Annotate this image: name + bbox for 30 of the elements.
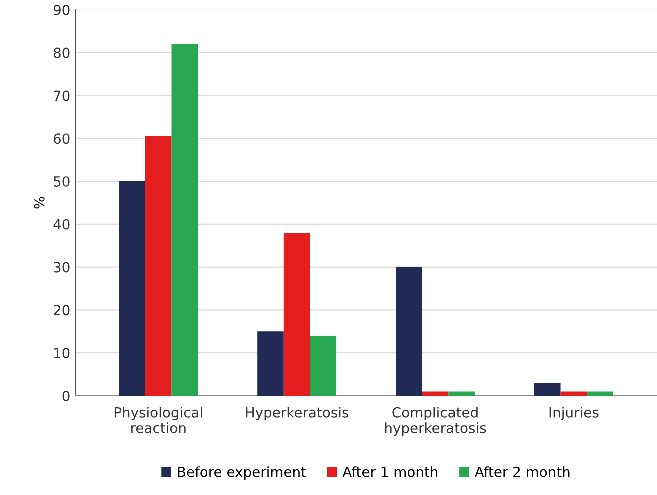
x-tick-label: Physiological reaction xyxy=(114,407,202,434)
y-tick-label: 60 xyxy=(54,134,70,144)
bar xyxy=(587,392,614,396)
legend-label: After 1 month xyxy=(342,466,438,478)
bar xyxy=(172,44,198,396)
x-tick-label: Injuries xyxy=(550,407,599,421)
y-tick-label: 90 xyxy=(54,4,70,16)
y-axis-title: % xyxy=(34,197,45,209)
bar xyxy=(145,136,172,396)
y-tick-label: 30 xyxy=(54,262,70,273)
y-tick-label: 20 xyxy=(54,305,70,316)
y-tick-label: 40 xyxy=(54,219,70,230)
x-tick-label: Complicated hyperkeratosis xyxy=(385,407,486,436)
bar xyxy=(258,332,284,396)
y-tick-label: 10 xyxy=(54,348,70,359)
legend-label: After 2 month xyxy=(474,466,570,478)
y-tick-label: 0 xyxy=(62,390,70,402)
bar xyxy=(534,383,561,396)
y-tick-label: 50 xyxy=(54,176,70,187)
bar xyxy=(560,392,588,396)
bar xyxy=(422,392,449,396)
y-tick-label: 80 xyxy=(54,48,70,58)
y-tick-label: 70 xyxy=(54,90,70,102)
bar xyxy=(310,336,337,396)
x-tick-label: Hyperkeratosis xyxy=(246,407,349,421)
bar xyxy=(448,392,475,396)
bar xyxy=(396,267,422,396)
bar xyxy=(119,182,146,396)
bar xyxy=(284,232,310,396)
legend-label: Before experiment xyxy=(178,466,306,480)
